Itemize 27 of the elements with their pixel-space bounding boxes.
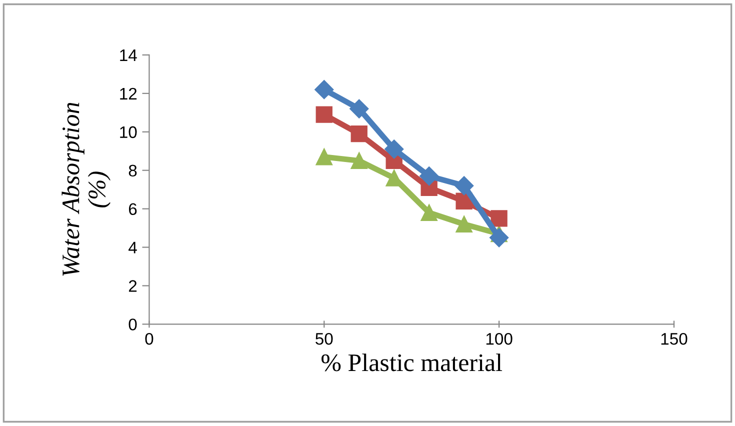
point <box>456 216 472 233</box>
point <box>420 204 438 221</box>
point <box>490 228 509 248</box>
point <box>384 140 404 159</box>
point <box>420 166 439 186</box>
point <box>454 176 474 196</box>
y-tick-label: 4 <box>128 242 137 254</box>
y-tick-label: 12 <box>120 88 137 100</box>
x-tick-label: 0 <box>145 332 154 345</box>
y-tick-label: 2 <box>128 280 137 292</box>
y-tick-label: 6 <box>128 203 137 216</box>
y-tick-label: 0 <box>128 318 137 330</box>
x-tick-label: 50 <box>316 332 333 345</box>
x-tick-label: 150 <box>661 332 688 345</box>
y-tick-label: 8 <box>128 164 137 177</box>
y-tick-label: 14 <box>120 50 137 61</box>
point <box>314 80 334 100</box>
point <box>490 210 508 227</box>
x-axis-title: % Plastic material <box>322 354 502 372</box>
point <box>350 125 368 142</box>
point <box>350 99 369 118</box>
point <box>350 152 368 170</box>
x-tick-label: 100 <box>486 332 512 345</box>
point <box>316 148 332 166</box>
point <box>316 106 332 123</box>
y-axis-title: Water Absorption (%) <box>62 102 111 276</box>
y-tick-label: 10 <box>120 126 137 138</box>
